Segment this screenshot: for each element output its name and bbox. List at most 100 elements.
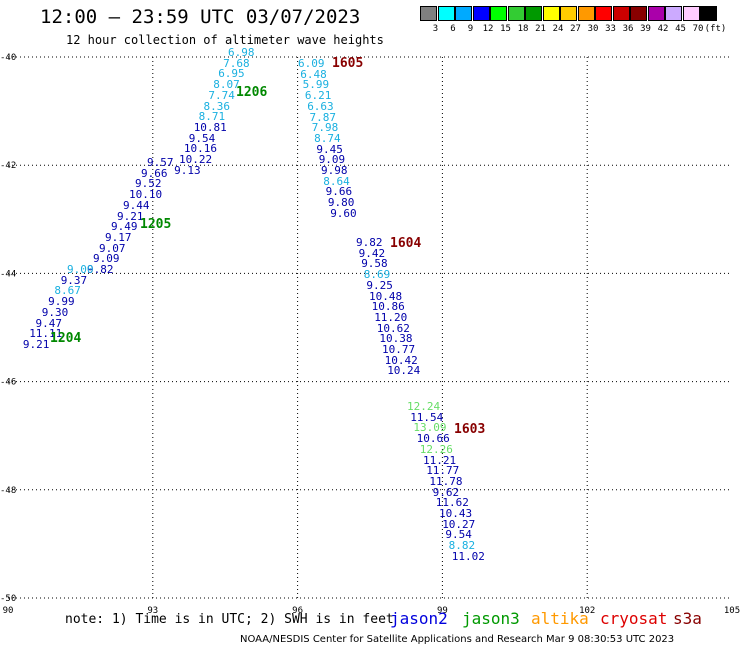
- pass-number-label: 1205: [140, 217, 172, 232]
- color-swatch: [630, 6, 647, 21]
- wave-height-value: 10.10: [129, 188, 163, 202]
- longitude-tick-label: 105: [724, 606, 740, 616]
- wave-height-value: 6.09: [298, 57, 325, 70]
- longitude-tick-label: 93: [147, 606, 158, 616]
- wave-height-value: 9.00: [67, 263, 94, 276]
- wave-height-value: 10.42: [384, 353, 418, 367]
- wave-height-value: 10.27: [442, 517, 476, 531]
- wave-height-value: 9.57: [147, 156, 174, 169]
- color-scale-label: 18: [517, 24, 529, 34]
- color-scale-label: 24: [552, 24, 564, 34]
- color-swatch: [560, 6, 577, 21]
- wave-height-value: 9.99: [48, 295, 75, 309]
- wave-height-value: 11.02: [451, 549, 485, 563]
- color-swatch: [542, 6, 560, 21]
- color-scale-label: 70: [692, 24, 704, 34]
- color-swatch: [490, 6, 507, 21]
- credit-line: NOAA/NESDIS Center for Satellite Applica…: [240, 634, 675, 645]
- wave-height-value: 11.11: [29, 327, 63, 341]
- wave-height-value: 6.98: [228, 46, 255, 59]
- color-scale-label: 3: [432, 24, 439, 34]
- color-swatch: [647, 6, 665, 21]
- wave-height-value: 9.62: [432, 485, 460, 499]
- color-swatch: [682, 6, 700, 21]
- color-swatch: [665, 6, 682, 21]
- color-swatch: [455, 6, 472, 21]
- wave-height-value: 11.62: [435, 496, 469, 510]
- wave-height-value: 10.86: [371, 300, 405, 314]
- color-scale-label: 42: [657, 24, 669, 34]
- longitude-tick-label: 99: [437, 606, 448, 616]
- pass-number-label: 1604: [390, 236, 422, 251]
- color-swatch: [507, 6, 525, 21]
- wave-height-value: 12.26: [419, 442, 453, 456]
- wave-height-value: 10.43: [439, 507, 473, 520]
- color-scale-label: 12: [482, 24, 494, 34]
- wave-height-value: 10.24: [387, 364, 421, 378]
- color-swatch: [525, 6, 542, 21]
- color-scale-label: 21: [535, 24, 546, 34]
- wave-height-value: 10.48: [369, 289, 403, 303]
- wave-height-value: 9.09: [93, 252, 120, 266]
- wave-height-value: 8.74: [314, 131, 341, 145]
- wave-height-value: 9.82: [87, 263, 114, 276]
- color-scale-label: 39: [640, 24, 651, 34]
- color-scale-label: 15: [500, 24, 511, 34]
- wave-height-value: 7.74: [208, 88, 235, 102]
- wave-height-value: 8.71: [198, 110, 226, 124]
- color-scale-label: (ft): [704, 24, 727, 34]
- wave-height-value: 9.80: [327, 196, 355, 210]
- wave-height-value: 11.54: [410, 410, 444, 424]
- chart-title: 12:00 — 23:59 UTC 03/07/2023: [40, 6, 361, 28]
- wave-height-value: 9.58: [361, 257, 388, 271]
- wave-height-value: 9.44: [123, 198, 150, 212]
- satellite-legend-altika: altika: [531, 609, 589, 628]
- satellite-legend-jason2: jason2: [390, 609, 448, 628]
- wave-height-value: 9.30: [41, 305, 69, 319]
- wave-height-value: 10.16: [183, 142, 218, 156]
- wave-height-value: 9.21: [22, 337, 50, 351]
- color-scale-label: 9: [467, 24, 474, 34]
- wave-height-value: 9.09: [318, 153, 346, 167]
- wave-height-value: 8.82: [448, 539, 476, 553]
- wave-height-value: 9.37: [60, 273, 88, 287]
- color-scale-label: 27: [570, 24, 581, 34]
- wave-height-value: 10.77: [382, 343, 416, 356]
- latitude-tick-label: -48: [0, 486, 16, 496]
- wave-height-value: 9.13: [174, 163, 201, 177]
- satellite-legend-cryosat: cryosat: [600, 609, 668, 628]
- color-scale-label: 30: [587, 24, 599, 34]
- wave-height-value: 11.77: [426, 464, 460, 478]
- chart-subtitle: 12 hour collection of altimeter wave hei…: [66, 33, 384, 47]
- longitude-tick-label: 90: [3, 606, 14, 616]
- color-swatch: [472, 6, 490, 21]
- wave-height-value: 9.07: [99, 241, 126, 255]
- wave-height-value: 9.54: [188, 131, 216, 145]
- color-scale-label: 45: [675, 24, 686, 34]
- wave-height-value: 6.95: [218, 67, 245, 81]
- wave-height-value: 9.60: [330, 206, 357, 220]
- wave-height-value: 10.81: [193, 120, 227, 134]
- latitude-tick-label: -44: [0, 269, 16, 279]
- latitude-tick-label: -50: [0, 594, 16, 604]
- wave-height-value: 8.67: [54, 284, 81, 298]
- color-swatch: [612, 6, 630, 21]
- wave-height-value: 11.78: [429, 474, 463, 488]
- wave-height-value: 6.63: [307, 99, 334, 113]
- color-scale-label: 36: [622, 24, 634, 34]
- wave-height-value: 7.87: [309, 110, 337, 124]
- longitude-tick-label: 102: [579, 606, 595, 616]
- latitude-tick-label: -42: [0, 161, 16, 171]
- satellite-legend-jason3: jason3: [462, 609, 520, 628]
- wave-height-value: 7.98: [311, 121, 339, 135]
- wave-height-value: 13.09: [413, 421, 447, 435]
- wave-height-value: 10.22: [179, 153, 213, 166]
- latitude-tick-label: -40: [0, 53, 16, 63]
- color-scale-label: 33: [605, 24, 616, 34]
- wave-height-value: 11.20: [374, 310, 408, 324]
- wave-height-value: 10.38: [379, 332, 413, 346]
- color-swatch: [700, 6, 717, 21]
- color-swatch: [577, 6, 595, 21]
- color-swatch: [420, 6, 437, 21]
- color-scale-label: 6: [450, 24, 456, 34]
